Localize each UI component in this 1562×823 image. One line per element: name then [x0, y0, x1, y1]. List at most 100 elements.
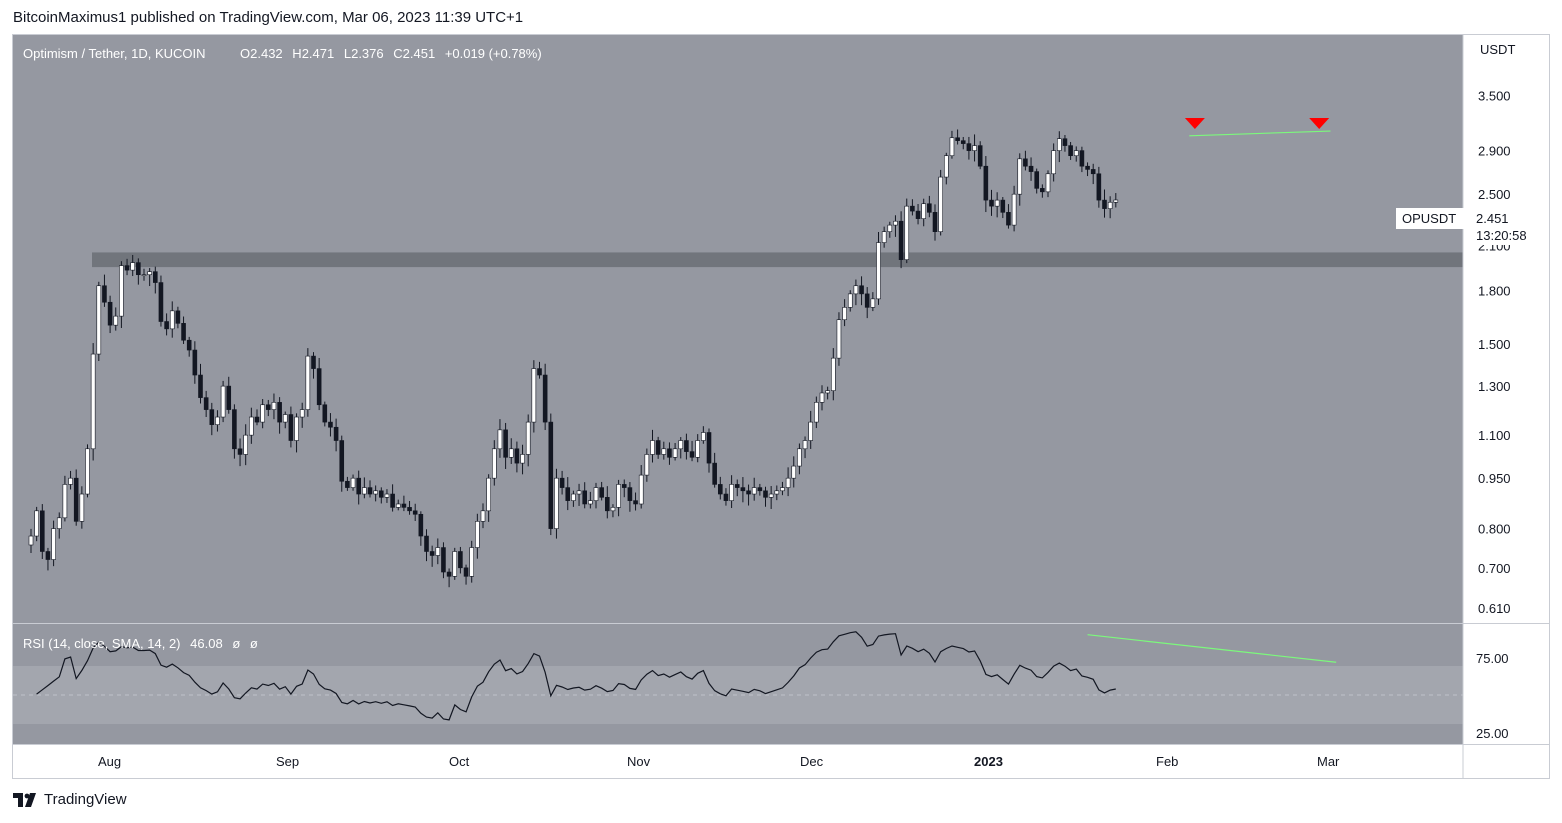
- candle-body: [780, 487, 785, 492]
- candle-body: [1011, 193, 1017, 226]
- candle-body: [915, 210, 921, 219]
- candle-body: [1034, 171, 1040, 189]
- candle-body: [808, 421, 814, 441]
- candle-body: [525, 421, 531, 455]
- candle-body: [254, 416, 260, 423]
- time-label-nov: Nov: [627, 754, 651, 769]
- rsi-line: [36, 631, 1116, 721]
- candle-body: [966, 143, 972, 151]
- candle-body: [333, 426, 339, 441]
- candle-body: [927, 203, 932, 213]
- candle-body: [418, 513, 424, 537]
- legend-h-value: 2.471: [302, 46, 335, 61]
- candle-body: [39, 510, 45, 552]
- candle-body: [955, 137, 960, 141]
- candle-body: [898, 220, 904, 260]
- candle-body: [429, 551, 435, 556]
- price-tick-label: 2.900: [1478, 144, 1511, 159]
- candle-body: [463, 567, 469, 577]
- candle-body: [1006, 212, 1011, 226]
- candle-body: [56, 517, 62, 529]
- candle-body: [876, 242, 881, 300]
- legend-o-value: 2.432: [250, 46, 283, 61]
- candle-body: [480, 510, 486, 522]
- candle-body: [186, 339, 192, 351]
- candle-body: [271, 402, 277, 410]
- time-label-mar: Mar: [1317, 754, 1340, 769]
- chart-canvas[interactable]: Optimism / Tether, 1D, KUCOIN O2.432 H2.…: [12, 34, 1550, 779]
- candle-body: [520, 454, 525, 464]
- tradingview-brand[interactable]: TradingView: [13, 791, 127, 808]
- time-label-aug: Aug: [98, 754, 121, 769]
- rsi-trendline: [1087, 634, 1337, 663]
- candle-body: [119, 265, 124, 317]
- candle-body: [977, 145, 983, 167]
- candle-body: [576, 490, 582, 495]
- candle-body: [288, 414, 294, 441]
- price-tag-value: 2.451: [1476, 211, 1509, 226]
- candle-body: [249, 416, 254, 436]
- candle-body: [412, 510, 418, 515]
- price-axis-currency: USDT: [1480, 42, 1515, 57]
- candle-body: [45, 551, 51, 560]
- candle-body: [972, 145, 977, 151]
- candle-body: [633, 500, 638, 505]
- candle-body: [881, 231, 887, 243]
- candle-body: [136, 262, 141, 276]
- candle-body: [113, 315, 119, 326]
- candle-body: [28, 535, 34, 546]
- candle-body: [638, 474, 644, 505]
- candle-body: [316, 368, 322, 406]
- candle-body: [689, 451, 695, 458]
- candle-body: [559, 477, 565, 488]
- candle-body: [102, 285, 107, 303]
- candle-body: [322, 404, 328, 423]
- candle-body: [68, 477, 73, 485]
- candle-body: [124, 265, 130, 271]
- candle-body: [232, 409, 237, 450]
- candle-body: [989, 199, 994, 207]
- time-label-feb: Feb: [1156, 754, 1178, 769]
- candle-body: [294, 416, 299, 441]
- candle-body: [904, 205, 910, 260]
- price-tick-label: 1.100: [1478, 428, 1511, 443]
- candle-body: [949, 137, 955, 157]
- candle-body: [452, 551, 458, 577]
- price-tick-label: 1.800: [1478, 284, 1511, 299]
- candle-body: [746, 490, 751, 495]
- candle-body: [311, 355, 316, 369]
- legend-c-label: C: [393, 46, 402, 61]
- candle-body: [610, 507, 616, 512]
- candle-body: [1057, 138, 1062, 151]
- candle-body: [282, 414, 288, 423]
- rsi-tick-25: 25.00: [1476, 726, 1509, 741]
- tradingview-logo-icon: [13, 792, 36, 807]
- candle-body: [497, 429, 503, 450]
- candle-body: [277, 402, 282, 423]
- rsi-legend-name: RSI (14, close, SMA, 14, 2): [23, 636, 181, 651]
- candle-body: [158, 282, 164, 322]
- candle-body: [390, 493, 395, 508]
- candle-body: [661, 448, 667, 455]
- candle-body: [153, 271, 158, 283]
- candle-body: [491, 448, 497, 479]
- rsi-legend-value: 46.08: [190, 636, 223, 651]
- candle-body: [378, 490, 384, 498]
- candle-body: [593, 487, 599, 501]
- candle-body: [237, 448, 243, 455]
- candle-body: [209, 409, 215, 425]
- rsi-legend: RSI (14, close, SMA, 14, 2) 46.08 ø ø: [23, 636, 258, 651]
- rsi-legend-na2: ø: [250, 636, 258, 651]
- candle-body: [1045, 173, 1051, 193]
- candle-body: [164, 321, 169, 330]
- candle-body: [141, 274, 147, 277]
- candle-body: [424, 535, 429, 552]
- candle-body: [469, 547, 475, 577]
- candle-body: [215, 416, 220, 425]
- candle-body: [870, 298, 876, 308]
- candle-body: [729, 484, 734, 501]
- candle-body: [435, 547, 441, 556]
- price-tag-value-box: [1468, 208, 1537, 245]
- candle-body: [1023, 158, 1028, 167]
- candle-body: [147, 271, 152, 276]
